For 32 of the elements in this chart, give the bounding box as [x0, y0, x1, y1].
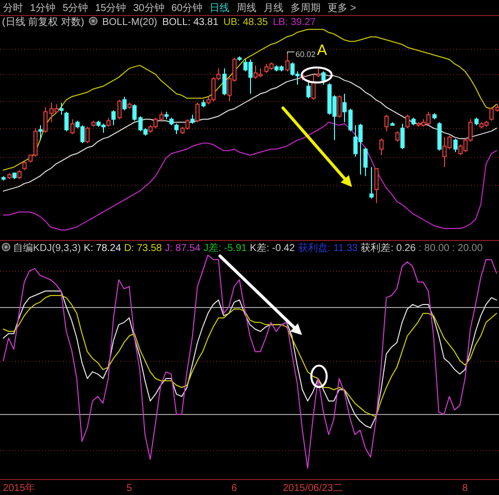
label: 60分钟	[171, 3, 202, 14]
label: 日线	[210, 3, 230, 14]
annotation: 获利差: 0.26	[360, 243, 416, 254]
subtitle: BOLL-M(20)	[102, 17, 158, 28]
tick-label: 5	[126, 483, 132, 494]
label: 多周期	[290, 3, 320, 14]
label: 5分钟	[62, 3, 88, 14]
annotation: : 80.00 : 20.00	[418, 243, 483, 254]
label: 30分钟	[133, 3, 164, 14]
tick-label: 2015/06/23二	[282, 483, 343, 494]
tick-label: 6	[231, 483, 237, 494]
label: 月线	[264, 3, 284, 14]
series-label: LB: 39.27	[272, 17, 316, 28]
annotation: K差: -0.42	[250, 243, 295, 254]
series-label: J: 87.54	[164, 243, 200, 254]
annotation: A	[317, 42, 327, 59]
annotation: 获利盘: 11.33	[298, 243, 358, 254]
tick-label: 2015年	[2, 483, 36, 494]
series-label: D: 73.58	[124, 243, 162, 254]
annotation: 60.02	[296, 50, 316, 59]
tick-label: 8	[462, 483, 468, 494]
series-label: UB: 48.35	[223, 17, 268, 28]
label: 1分钟	[30, 3, 56, 14]
series-label: BOLL: 43.81	[162, 17, 218, 28]
label: 更多 >	[328, 3, 356, 14]
label: 周线	[236, 3, 256, 14]
series-label: K: 78.24	[84, 243, 122, 254]
annotation: J差: -5.91	[203, 243, 247, 254]
title: (日线 前复权 对数)	[2, 17, 84, 28]
label: 15分钟	[95, 3, 126, 14]
label: 分时	[3, 3, 23, 14]
title: 自编KDJ(9,3,3)	[13, 243, 81, 254]
